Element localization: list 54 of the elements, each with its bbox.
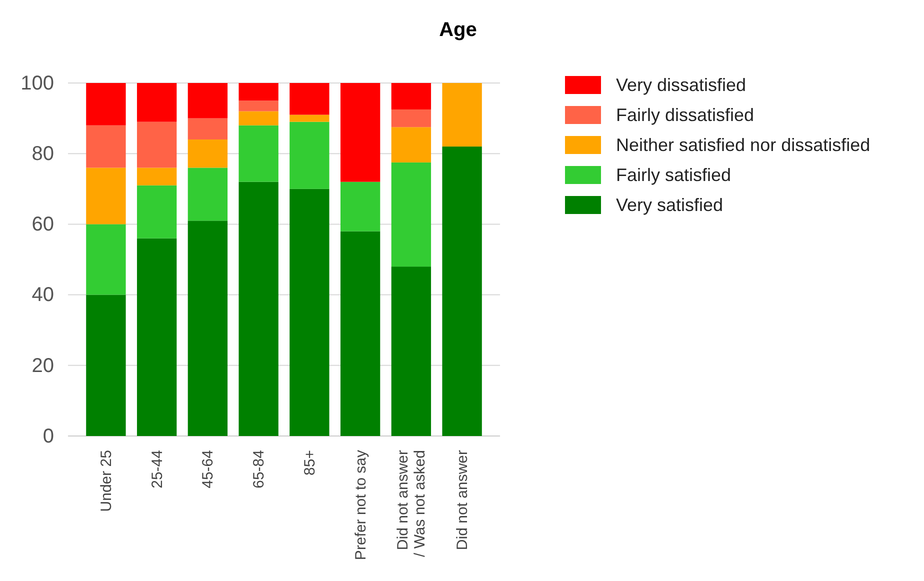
x-tick-label: Prefer not to say [352,450,370,560]
bar [86,125,126,168]
legend-label: Very dissatisfied [616,75,746,95]
bar [188,139,228,168]
bar [238,100,278,112]
bar [391,266,432,436]
x-tick-label: 25-44 [148,450,166,488]
legend-label: Fairly satisfied [616,165,732,185]
bar [290,188,330,436]
y-tick-label: 60 [32,214,54,236]
x-tick-label: 45-64 [200,450,217,488]
x-tick-label: 85+ [301,450,318,476]
bar [340,231,380,436]
bar [238,182,278,436]
bar [340,83,380,182]
bar [391,109,432,128]
bar [290,83,330,115]
y-tick-label: 40 [32,284,54,306]
bar [86,168,126,224]
bar [238,125,278,182]
x-tick-label: Did not answer [454,450,472,550]
bar [136,122,177,168]
x-tick-label: 65-84 [250,450,268,488]
legend-label: Neither satisfied nor dissatisfied [616,135,870,155]
bar [136,185,177,238]
bar [86,83,126,126]
x-tick-label: Did not answer / Was not asked [394,450,429,557]
bar [86,294,126,436]
y-tick-label: 80 [32,143,54,165]
bar [136,168,177,186]
bar [391,162,432,267]
bar [238,111,278,126]
chart-title: Age [439,19,477,41]
bar [442,83,482,147]
bar [136,83,177,122]
legend-label: Fairly dissatisfied [616,105,754,125]
bar [136,238,177,436]
x-tick-label: Under 25 [98,450,115,512]
bar [188,83,228,118]
bar [290,122,330,189]
bar [188,220,228,436]
bar [188,168,228,221]
bar [86,224,126,295]
bar [391,127,432,162]
y-tick-label: 20 [32,354,54,377]
bar [188,118,228,140]
bar [442,146,482,436]
y-tick-label: 0 [42,425,54,448]
bar [391,83,432,110]
y-tick-label: 100 [20,72,54,94]
bar [238,83,278,101]
legend-label: Very satisfied [616,195,724,215]
bar [290,114,330,122]
bar [340,182,380,232]
